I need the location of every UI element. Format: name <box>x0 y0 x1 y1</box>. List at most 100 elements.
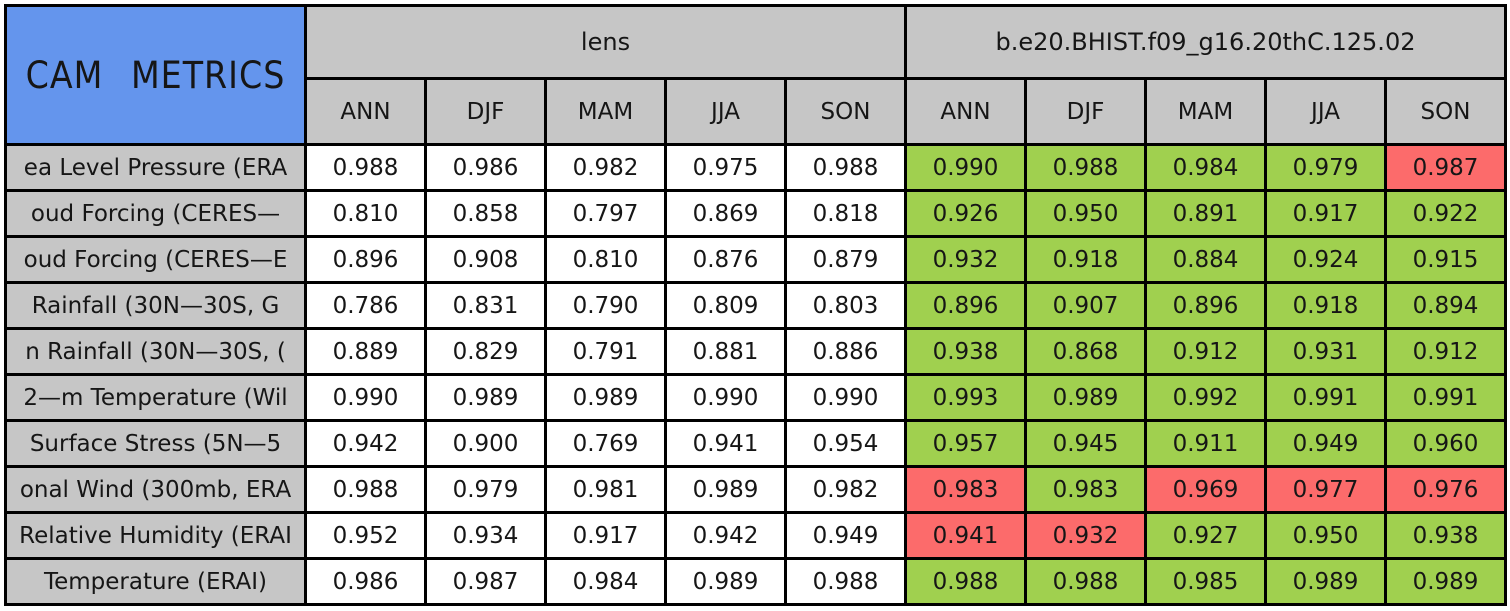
season-header-case-ann: ANN <box>907 80 1027 146</box>
lens-value-cell: 0.949 <box>787 514 907 560</box>
case-value-cell: 0.945 <box>1027 422 1147 468</box>
case-value-cell: 0.927 <box>1147 514 1267 560</box>
case-value-cell: 0.988 <box>907 560 1027 606</box>
season-header-case-jja: JJA <box>1267 80 1387 146</box>
case-value-cell: 0.912 <box>1387 330 1507 376</box>
metric-row-label: ea Level Pressure (ERA <box>7 146 307 192</box>
lens-value-cell: 0.876 <box>667 238 787 284</box>
case-value-cell: 0.924 <box>1267 238 1387 284</box>
lens-value-cell: 0.990 <box>787 376 907 422</box>
lens-value-cell: 0.769 <box>547 422 667 468</box>
case-value-cell: 0.894 <box>1387 284 1507 330</box>
case-value-cell: 0.932 <box>1027 514 1147 560</box>
lens-value-cell: 0.881 <box>667 330 787 376</box>
case-value-cell: 0.918 <box>1027 238 1147 284</box>
case-value-cell: 0.891 <box>1147 192 1267 238</box>
season-header-case-mam: MAM <box>1147 80 1267 146</box>
lens-value-cell: 0.889 <box>307 330 427 376</box>
lens-value-cell: 0.900 <box>427 422 547 468</box>
lens-value-cell: 0.989 <box>667 560 787 606</box>
case-value-cell: 0.911 <box>1147 422 1267 468</box>
case-value-cell: 0.987 <box>1387 146 1507 192</box>
table-title: CAM METRICS <box>7 7 307 146</box>
case-value-cell: 0.938 <box>907 330 1027 376</box>
case-value-cell: 0.896 <box>907 284 1027 330</box>
lens-value-cell: 0.818 <box>787 192 907 238</box>
case-value-cell: 0.984 <box>1147 146 1267 192</box>
case-value-cell: 0.884 <box>1147 238 1267 284</box>
case-value-cell: 0.917 <box>1267 192 1387 238</box>
season-header-lens-djf: DJF <box>427 80 547 146</box>
case-value-cell: 0.988 <box>1027 146 1147 192</box>
lens-value-cell: 0.981 <box>547 468 667 514</box>
lens-value-cell: 0.942 <box>307 422 427 468</box>
lens-value-cell: 0.879 <box>787 238 907 284</box>
season-header-lens-jja: JJA <box>667 80 787 146</box>
metric-row-label: n Rainfall (30N—30S, ( <box>7 330 307 376</box>
lens-value-cell: 0.869 <box>667 192 787 238</box>
case-value-cell: 0.983 <box>907 468 1027 514</box>
case-value-cell: 0.931 <box>1267 330 1387 376</box>
cam-metrics-table: CAM METRICS lens b.e20.BHIST.f09_g16.20t… <box>4 4 1507 606</box>
case-value-cell: 0.989 <box>1387 560 1507 606</box>
season-header-case-djf: DJF <box>1027 80 1147 146</box>
metric-row-label: onal Wind (300mb, ERA <box>7 468 307 514</box>
case-value-cell: 0.979 <box>1267 146 1387 192</box>
case-value-cell: 0.990 <box>907 146 1027 192</box>
case-value-cell: 0.991 <box>1387 376 1507 422</box>
season-header-case-son: SON <box>1387 80 1507 146</box>
lens-value-cell: 0.988 <box>307 468 427 514</box>
season-header-lens-mam: MAM <box>547 80 667 146</box>
lens-value-cell: 0.896 <box>307 238 427 284</box>
metric-row-label: Temperature (ERAI) <box>7 560 307 606</box>
lens-value-cell: 0.987 <box>427 560 547 606</box>
case-value-cell: 0.989 <box>1027 376 1147 422</box>
case-value-cell: 0.950 <box>1267 514 1387 560</box>
case-value-cell: 0.969 <box>1147 468 1267 514</box>
lens-value-cell: 0.952 <box>307 514 427 560</box>
metric-row-label: oud Forcing (CERES—E <box>7 238 307 284</box>
case-value-cell: 0.983 <box>1027 468 1147 514</box>
lens-value-cell: 0.942 <box>667 514 787 560</box>
lens-value-cell: 0.790 <box>547 284 667 330</box>
lens-value-cell: 0.797 <box>547 192 667 238</box>
metric-row-label: 2—m Temperature (Wil <box>7 376 307 422</box>
lens-value-cell: 0.988 <box>787 146 907 192</box>
lens-value-cell: 0.810 <box>307 192 427 238</box>
case-value-cell: 0.926 <box>907 192 1027 238</box>
lens-value-cell: 0.986 <box>307 560 427 606</box>
case-value-cell: 0.922 <box>1387 192 1507 238</box>
lens-value-cell: 0.791 <box>547 330 667 376</box>
lens-value-cell: 0.917 <box>547 514 667 560</box>
group-header-lens: lens <box>307 7 907 80</box>
lens-value-cell: 0.829 <box>427 330 547 376</box>
lens-value-cell: 0.990 <box>667 376 787 422</box>
lens-value-cell: 0.988 <box>787 560 907 606</box>
case-value-cell: 0.896 <box>1147 284 1267 330</box>
lens-value-cell: 0.989 <box>427 376 547 422</box>
metric-row-label: oud Forcing (CERES— <box>7 192 307 238</box>
lens-value-cell: 0.984 <box>547 560 667 606</box>
lens-value-cell: 0.941 <box>667 422 787 468</box>
lens-value-cell: 0.979 <box>427 468 547 514</box>
case-value-cell: 0.988 <box>1027 560 1147 606</box>
case-value-cell: 0.960 <box>1387 422 1507 468</box>
case-value-cell: 0.918 <box>1267 284 1387 330</box>
lens-value-cell: 0.954 <box>787 422 907 468</box>
season-header-lens-ann: ANN <box>307 80 427 146</box>
lens-value-cell: 0.989 <box>667 468 787 514</box>
metric-row-label: Relative Humidity (ERAI <box>7 514 307 560</box>
case-value-cell: 0.989 <box>1267 560 1387 606</box>
lens-value-cell: 0.989 <box>547 376 667 422</box>
case-value-cell: 0.907 <box>1027 284 1147 330</box>
case-value-cell: 0.977 <box>1267 468 1387 514</box>
case-value-cell: 0.991 <box>1267 376 1387 422</box>
lens-value-cell: 0.975 <box>667 146 787 192</box>
case-value-cell: 0.950 <box>1027 192 1147 238</box>
lens-value-cell: 0.934 <box>427 514 547 560</box>
case-value-cell: 0.912 <box>1147 330 1267 376</box>
lens-value-cell: 0.831 <box>427 284 547 330</box>
lens-value-cell: 0.982 <box>547 146 667 192</box>
metric-row-label: Surface Stress (5N—5 <box>7 422 307 468</box>
